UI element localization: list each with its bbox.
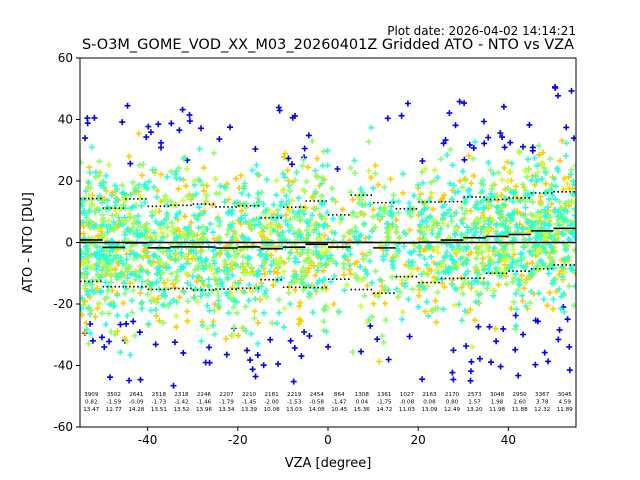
y-tick-label: 60 (58, 51, 73, 65)
scatter-markers-4 (80, 155, 576, 358)
x-tick-label: 20 (411, 433, 426, 447)
bin-mean-label: 0.80 (446, 400, 459, 406)
bin-std-label: 13.09 (421, 407, 437, 413)
bin-count-label: 3502 (107, 392, 121, 398)
bin-mean-label: 0.82 (85, 400, 97, 406)
bin-count-label: 2170 (445, 392, 460, 398)
x-tick-label: 0 (324, 433, 332, 447)
bin-mean-label: 4.59 (558, 400, 571, 406)
bin-mean-label: 0.04 (356, 400, 369, 406)
bin-count-label: 2318 (174, 392, 189, 398)
bin-mean-label: -1.73 (152, 400, 167, 406)
bin-std-label: 13.34 (219, 407, 235, 413)
bin-mean-label: 1.98 (491, 400, 504, 406)
bin-count-label: 2210 (242, 392, 257, 398)
scatter-markers-0 (81, 83, 576, 389)
bin-count-label: 2163 (422, 392, 437, 398)
bin-std-label: 14.72 (376, 407, 392, 413)
statistics-lines (80, 191, 576, 294)
bin-mean-label: -1.75 (377, 400, 392, 406)
y-axis-ticks: 60 40 20 0 -20 -40 -60 (53, 51, 80, 434)
bin-mean-label: -1.59 (107, 400, 122, 406)
bin-count-label: 2219 (287, 392, 302, 398)
bin-count-label: 1361 (377, 392, 392, 398)
bin-count-label: 3367 (535, 392, 550, 398)
bin-count-label: 2454 (310, 392, 325, 398)
bin-mean-label: -1.47 (332, 400, 347, 406)
plot-date: Plot date: 2026-04-02 14:14:21 (387, 24, 576, 38)
bin-mean-label: -2.00 (264, 400, 279, 406)
bin-count-label: 1027 (400, 392, 415, 398)
bin-count-label: 2573 (467, 392, 482, 398)
x-tick-label: -40 (138, 433, 158, 447)
bin-std-label: 13.51 (151, 407, 167, 413)
bin-count-label: 2207 (219, 392, 234, 398)
bin-mean-label: -1.45 (242, 400, 257, 406)
bin-std-label: 11.98 (489, 407, 505, 413)
bin-std-label: 10.45 (331, 407, 347, 413)
bin-std-label: 12.77 (106, 407, 122, 413)
bin-std-label: 14.28 (128, 407, 144, 413)
y-tick-label: 0 (65, 236, 73, 250)
bin-count-label: 2518 (152, 392, 167, 398)
bin-count-label: 2950 (513, 392, 528, 398)
bin-mean-label: 2.60 (513, 400, 526, 406)
bin-mean-label: -0.58 (309, 400, 324, 406)
bin-std-label: 12.49 (444, 407, 460, 413)
bin-std-label: 11.88 (512, 407, 528, 413)
bin-mean-label: 3.78 (536, 400, 549, 406)
x-tick-label: 40 (501, 433, 516, 447)
bin-std-label: 13.47 (83, 407, 99, 413)
bin-std-label: 10.08 (264, 407, 280, 413)
bin-count-label: 2246 (197, 392, 212, 398)
y-tick-label: -20 (53, 297, 73, 311)
bin-count-label: 3045 (558, 392, 573, 398)
scatter-markers-5 (81, 147, 576, 350)
bin-std-label: 11.89 (557, 407, 573, 413)
bin-mean-label: 0.08 (423, 400, 436, 406)
mean-step-line (80, 227, 576, 250)
bin-count-label: 3909 (84, 392, 99, 398)
bin-std-label: 13.39 (241, 407, 257, 413)
y-tick-label: -40 (53, 359, 73, 373)
y-tick-label: -60 (53, 420, 73, 434)
y-tick-label: 40 (58, 113, 73, 127)
bin-std-label: 15.36 (354, 407, 370, 413)
bin-mean-label: 1.57 (468, 400, 481, 406)
bin-count-label: 864 (334, 392, 345, 398)
bin-std-label: 12.32 (534, 407, 550, 413)
bin-count-label: 2181 (265, 392, 280, 398)
bin-mean-label: -0.09 (129, 400, 144, 406)
bin-std-label: 13.96 (196, 407, 212, 413)
chart-title: S-O3M_GOME_VOD_XX_M03_20260401Z Gridded … (82, 37, 574, 53)
y-axis-label: ATO - NTO [DU] (21, 192, 36, 293)
bin-mean-label: -1.42 (174, 400, 188, 406)
scatter-points (80, 83, 576, 389)
x-axis-ticks: -40 -20 0 20 40 (138, 427, 516, 447)
bin-std-label: 13.20 (467, 407, 483, 413)
bin-std-label: 14.08 (309, 407, 325, 413)
bin-mean-label: -1.79 (219, 400, 234, 406)
bin-mean-label: -1.46 (197, 400, 212, 406)
bin-mean-label: -0.08 (400, 400, 415, 406)
x-axis-label: VZA [degree] (285, 456, 372, 471)
bin-count-label: 1308 (355, 392, 370, 398)
y-tick-label: 20 (58, 174, 73, 188)
bin-count-label: 3048 (490, 392, 505, 398)
bin-std-label: 11.03 (399, 407, 415, 413)
bin-mean-label: -1.53 (287, 400, 302, 406)
bin-count-label: 2641 (129, 392, 144, 398)
bin-std-label: 13.03 (286, 407, 302, 413)
x-tick-label: -20 (228, 433, 248, 447)
bin-std-label: 13.52 (173, 407, 189, 413)
